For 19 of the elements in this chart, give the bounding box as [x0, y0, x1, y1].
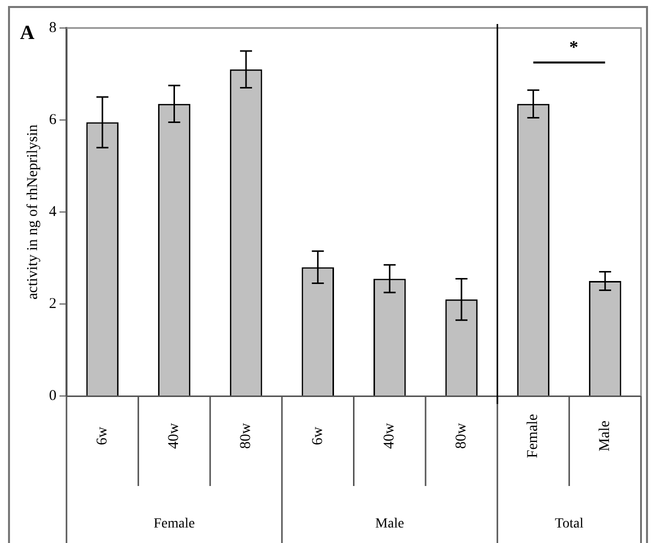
x-tick-label: 80w [453, 422, 470, 449]
y-tick-label: 4 [49, 204, 57, 220]
y-tick-label: 0 [49, 388, 56, 404]
x-tick-label: Male [597, 420, 614, 452]
text: A [20, 22, 35, 44]
x-tick-label: Female [525, 414, 542, 458]
text: Male [375, 516, 404, 532]
x-tick-label: 40w [166, 422, 182, 449]
y-tick-label: 6 [49, 112, 57, 128]
text: Total [554, 516, 584, 532]
annotation: * [569, 37, 578, 58]
y-tick-label: 2 [49, 296, 56, 312]
x-tick-label: 6w [94, 426, 110, 446]
x-tick-label: 80w [238, 422, 254, 449]
x-tick-label: 6w [310, 426, 326, 446]
y-axis-title: activity in ng of rhNeprilysin [24, 124, 41, 300]
y-tick-label: 8 [49, 20, 56, 36]
text: Female [154, 516, 195, 532]
x-tick-label: 40w [382, 422, 398, 449]
